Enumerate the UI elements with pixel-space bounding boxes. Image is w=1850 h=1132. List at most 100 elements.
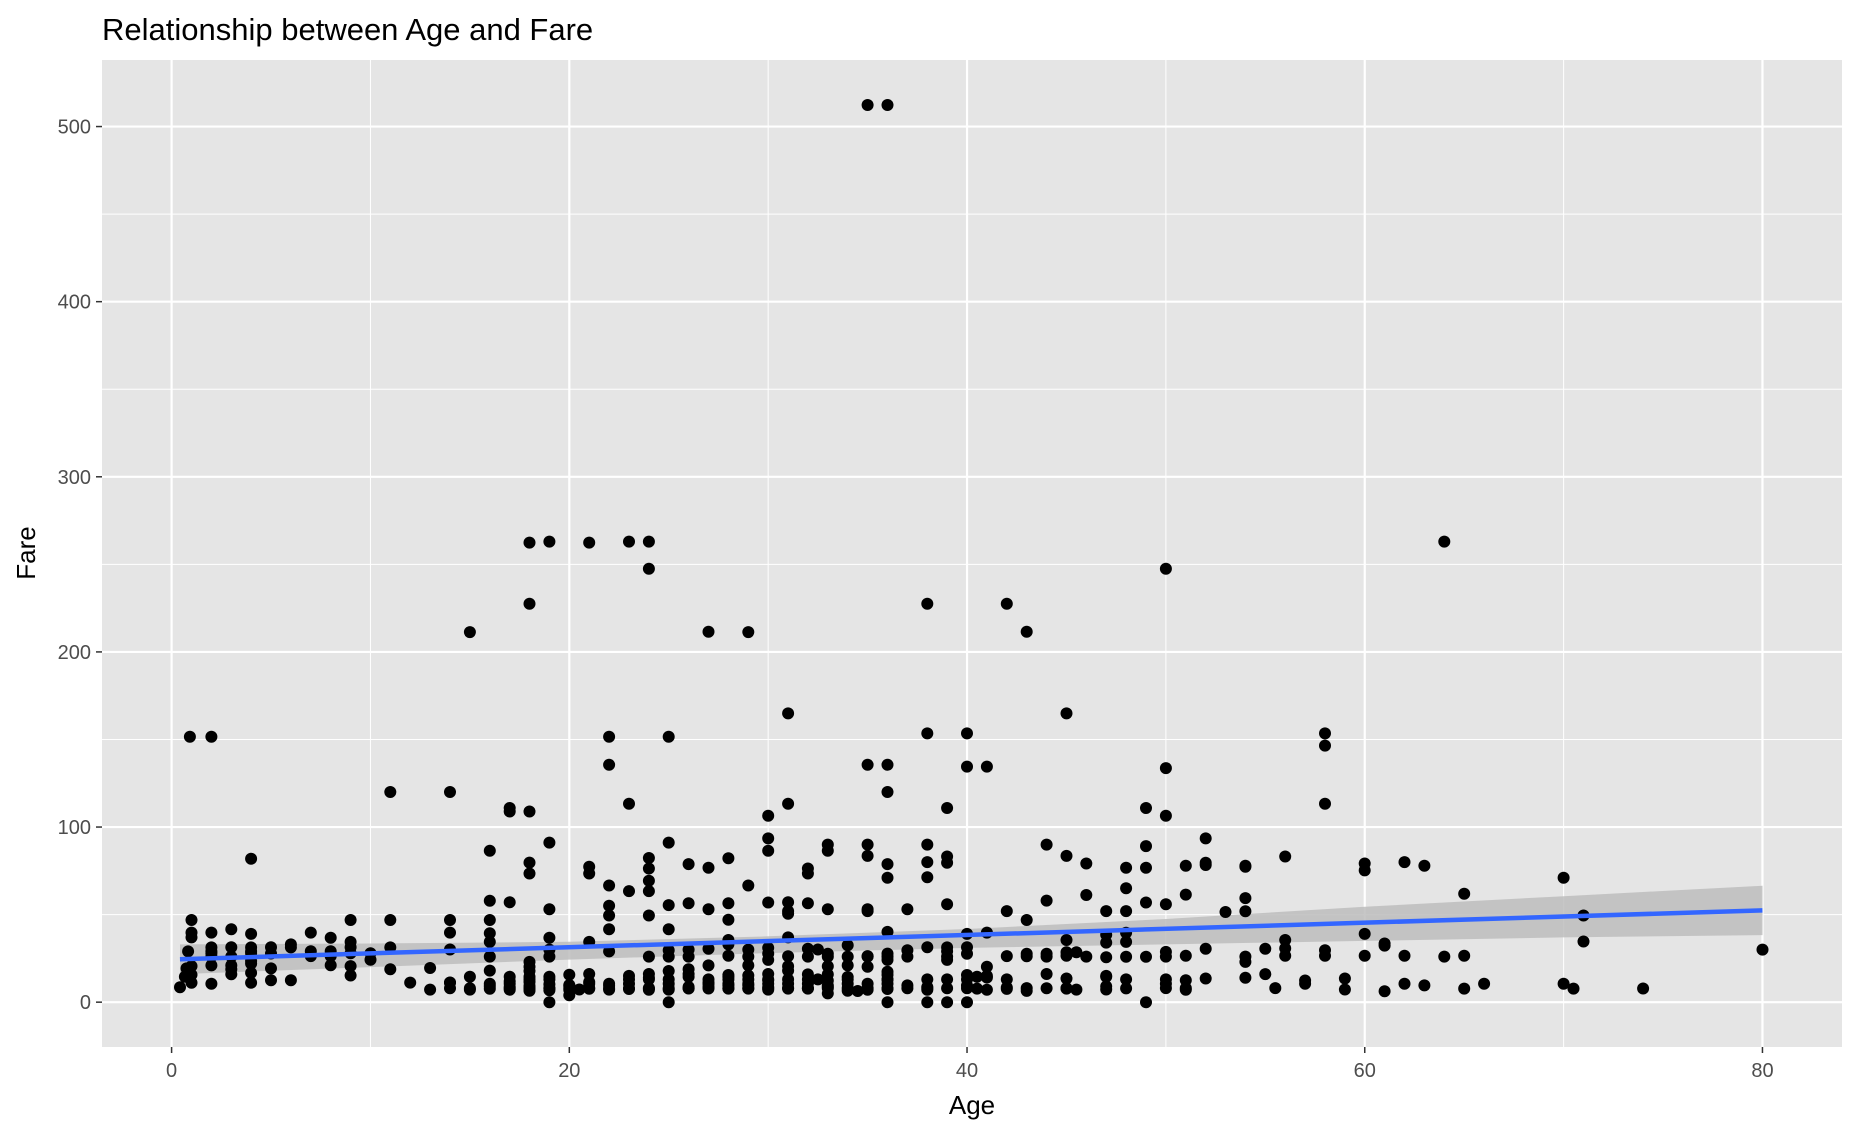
data-point [1040, 968, 1053, 980]
data-point [424, 983, 437, 996]
data-point [583, 536, 596, 549]
data-point [603, 899, 616, 912]
data-point [980, 983, 993, 996]
data-point [881, 786, 894, 798]
data-points [174, 99, 1769, 1009]
data-point [265, 962, 277, 975]
data-point [941, 996, 954, 1009]
data-point [623, 969, 635, 982]
data-point [1080, 950, 1093, 963]
data-point [1458, 887, 1471, 900]
data-point [205, 926, 218, 939]
data-point [424, 962, 437, 974]
data-point [384, 941, 397, 954]
data-point [821, 947, 834, 960]
x-tick-label: 0 [166, 1060, 177, 1082]
data-point [961, 941, 973, 954]
data-point [1120, 982, 1133, 995]
data-point [1418, 859, 1431, 872]
data-point [662, 899, 675, 912]
data-point [941, 898, 954, 911]
data-point [921, 838, 934, 851]
data-point [623, 885, 635, 898]
data-point [483, 935, 496, 948]
data-point [861, 903, 874, 916]
data-point [463, 982, 476, 995]
data-point [1179, 859, 1192, 872]
data-point [245, 966, 258, 979]
data-point [225, 959, 238, 972]
data-point [1219, 906, 1232, 918]
data-point [1637, 982, 1650, 995]
trend-line [179, 908, 1763, 962]
data-point [971, 970, 983, 983]
data-point [1199, 856, 1212, 869]
data-point [722, 897, 735, 910]
data-point [1000, 905, 1013, 918]
data-point [1239, 905, 1252, 918]
data-point [762, 832, 775, 845]
y-tick-label: 100 [58, 817, 91, 839]
data-point [1199, 972, 1212, 985]
data-point [801, 968, 814, 981]
data-point [1358, 857, 1371, 870]
data-point [225, 941, 238, 954]
plot-panel [102, 60, 1842, 1047]
data-point [921, 941, 934, 954]
data-point [1080, 889, 1093, 901]
data-point [662, 923, 675, 936]
data-point [811, 973, 824, 986]
data-point [245, 927, 258, 940]
data-point [881, 99, 894, 111]
y-tick-label: 500 [58, 117, 91, 139]
data-point [463, 626, 476, 639]
data-point [1060, 946, 1073, 959]
data-point [543, 903, 556, 916]
data-point [980, 960, 993, 973]
data-point [225, 923, 238, 936]
data-point [742, 943, 755, 956]
data-point [174, 981, 186, 994]
data-point [1279, 850, 1292, 863]
data-point [762, 896, 775, 909]
data-point [851, 985, 864, 997]
y-tick-label: 0 [80, 992, 91, 1014]
data-point [682, 963, 695, 976]
x-tick-label: 80 [1751, 1060, 1773, 1082]
data-point [1070, 946, 1083, 959]
data-point [483, 977, 496, 990]
data-point [483, 964, 496, 977]
data-point [503, 970, 516, 983]
data-point [344, 914, 357, 926]
data-point [1179, 888, 1192, 901]
data-point [1040, 894, 1053, 907]
data-point [642, 885, 655, 898]
data-point [782, 960, 795, 973]
data-point [861, 99, 874, 111]
data-point [483, 950, 496, 963]
data-point [384, 963, 397, 976]
data-point [1120, 973, 1133, 986]
data-point [980, 760, 993, 773]
data-point [821, 903, 834, 916]
x-tick-label: 20 [558, 1060, 580, 1082]
data-point [782, 950, 795, 963]
data-point [901, 903, 914, 916]
data-point [662, 944, 675, 957]
data-point [782, 707, 795, 720]
data-point [941, 973, 954, 986]
data-point [1060, 982, 1073, 995]
data-point [642, 535, 655, 548]
data-point [603, 977, 616, 990]
data-point [861, 960, 874, 973]
chart-title: Relationship between Age and Fare [102, 12, 593, 47]
data-point [603, 945, 616, 958]
data-point [1000, 597, 1013, 610]
data-point [1020, 625, 1033, 638]
data-point [722, 913, 735, 926]
data-point [782, 905, 795, 918]
data-point [1259, 968, 1272, 981]
data-point [1458, 982, 1471, 995]
data-point [1478, 977, 1491, 990]
data-point [1239, 971, 1252, 984]
